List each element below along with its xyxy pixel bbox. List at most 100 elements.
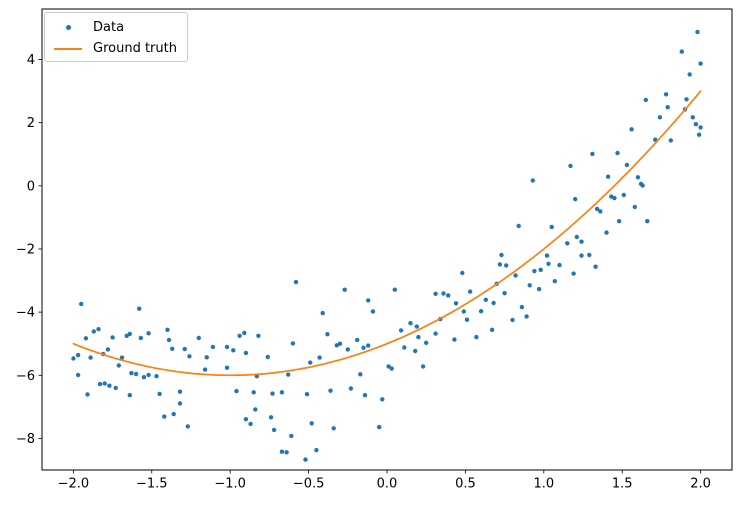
data-point bbox=[557, 262, 562, 268]
y-tick-label: 2 bbox=[27, 116, 35, 131]
data-point bbox=[284, 450, 289, 455]
data-point bbox=[519, 304, 525, 310]
data-point bbox=[497, 262, 503, 267]
data-point bbox=[612, 195, 617, 201]
data-point bbox=[574, 234, 579, 240]
x-tick-label: −1.5 bbox=[136, 477, 168, 492]
data-point bbox=[615, 150, 620, 156]
data-point bbox=[696, 132, 702, 137]
data-point bbox=[342, 287, 347, 292]
data-point bbox=[402, 345, 407, 350]
data-point bbox=[358, 372, 363, 377]
data-point bbox=[187, 354, 192, 359]
data-point bbox=[256, 333, 261, 338]
data-point bbox=[165, 327, 170, 332]
data-point bbox=[408, 321, 413, 326]
data-point bbox=[624, 162, 630, 168]
legend-marker-zone bbox=[54, 47, 82, 50]
data-point bbox=[513, 273, 518, 278]
data-point bbox=[231, 348, 236, 353]
data-point bbox=[386, 364, 391, 369]
data-point bbox=[102, 381, 107, 386]
data-point bbox=[166, 337, 172, 343]
data-point bbox=[573, 196, 578, 202]
data-point bbox=[380, 397, 385, 402]
data-point bbox=[510, 317, 515, 323]
data-point bbox=[268, 415, 274, 420]
data-point bbox=[579, 239, 584, 244]
data-point bbox=[162, 414, 167, 419]
data-point bbox=[690, 115, 695, 120]
data-point bbox=[530, 178, 535, 183]
data-point bbox=[154, 374, 159, 379]
scatter-dot-icon bbox=[65, 25, 71, 30]
data-point bbox=[243, 350, 249, 356]
data-point bbox=[79, 301, 84, 307]
data-point bbox=[204, 355, 209, 360]
line-sample-icon bbox=[54, 47, 82, 50]
legend-item-data: Data bbox=[54, 17, 187, 38]
data-point bbox=[129, 370, 134, 376]
data-point bbox=[202, 367, 208, 372]
data-point bbox=[552, 279, 557, 284]
data-point bbox=[424, 340, 429, 345]
x-tick-label: 2.0 bbox=[690, 477, 711, 492]
data-point bbox=[433, 331, 438, 336]
data-point bbox=[453, 301, 459, 306]
data-point bbox=[420, 364, 426, 369]
data-point bbox=[328, 388, 333, 393]
data-point bbox=[594, 206, 600, 212]
data-point bbox=[643, 97, 648, 103]
plot-border bbox=[41, 8, 733, 471]
data-point bbox=[251, 390, 256, 395]
data-point bbox=[185, 424, 190, 429]
data-point bbox=[146, 372, 151, 378]
data-point bbox=[665, 105, 670, 110]
data-point bbox=[157, 391, 162, 397]
data-point bbox=[91, 329, 97, 334]
data-point bbox=[83, 336, 89, 341]
data-point bbox=[75, 372, 81, 378]
data-point bbox=[679, 49, 684, 54]
data-point bbox=[433, 291, 438, 296]
data-point bbox=[196, 335, 201, 341]
data-point bbox=[693, 122, 699, 127]
data-point bbox=[97, 381, 103, 387]
data-point bbox=[286, 372, 291, 377]
data-point bbox=[355, 337, 360, 343]
data-point bbox=[640, 183, 645, 188]
data-point bbox=[587, 252, 592, 258]
data-point bbox=[532, 268, 537, 274]
data-point bbox=[113, 385, 118, 391]
data-point bbox=[579, 253, 584, 258]
data-point bbox=[632, 204, 637, 210]
data-point bbox=[361, 345, 366, 350]
x-tick-label: −2.0 bbox=[58, 477, 90, 492]
data-point bbox=[516, 223, 521, 229]
data-point bbox=[308, 360, 313, 365]
data-point bbox=[88, 355, 93, 360]
data-point bbox=[546, 261, 551, 266]
data-point bbox=[85, 392, 90, 397]
y-tick-label: −4 bbox=[16, 306, 35, 321]
data-point bbox=[698, 61, 703, 66]
data-point bbox=[331, 426, 336, 431]
data-point bbox=[413, 348, 418, 354]
data-point bbox=[304, 392, 310, 397]
data-point bbox=[171, 411, 176, 417]
data-point bbox=[621, 192, 626, 198]
data-point bbox=[345, 347, 350, 352]
data-point bbox=[684, 97, 689, 102]
data-point bbox=[502, 291, 507, 296]
data-point bbox=[265, 354, 270, 360]
data-point bbox=[590, 151, 595, 157]
data-point bbox=[320, 310, 325, 316]
data-point bbox=[119, 355, 125, 360]
data-point bbox=[414, 324, 419, 329]
data-point bbox=[182, 346, 187, 352]
legend-label-ground-truth: Ground truth bbox=[93, 41, 177, 56]
x-tick-label: 0.0 bbox=[377, 477, 398, 492]
data-point bbox=[616, 219, 622, 224]
data-point bbox=[478, 309, 484, 314]
